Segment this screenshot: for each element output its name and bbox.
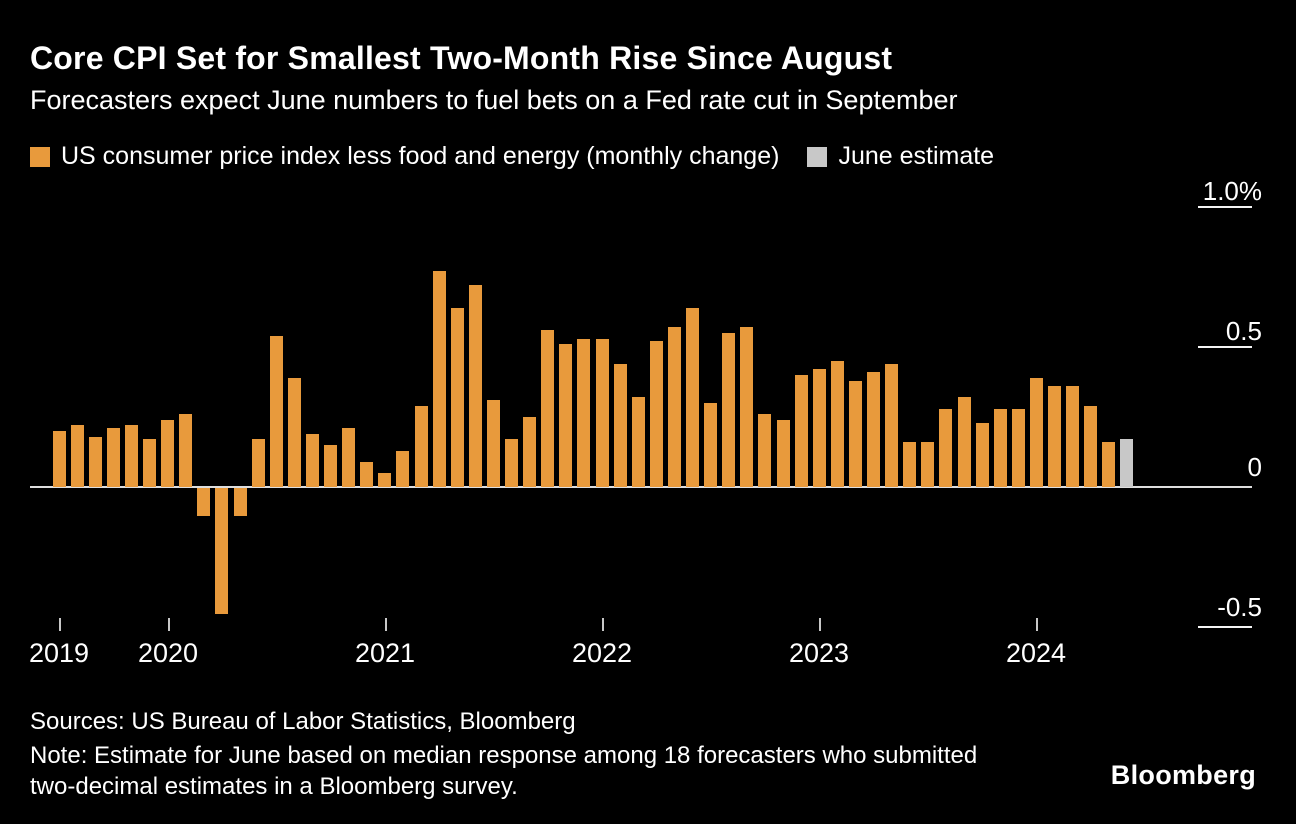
x-axis-tick xyxy=(819,618,821,631)
cpi-bar xyxy=(777,420,790,487)
y-tick-label: 0 xyxy=(1247,452,1262,482)
x-axis-tick xyxy=(59,618,61,631)
cpi-bar xyxy=(143,439,156,487)
x-axis-tick xyxy=(602,618,604,631)
cpi-bar xyxy=(107,428,120,487)
cpi-bar xyxy=(324,445,337,487)
x-axis-year-label: 2020 xyxy=(137,638,199,668)
cpi-bar xyxy=(1084,406,1097,487)
cpi-bar xyxy=(813,369,826,487)
chart-subtitle: Forecasters expect June numbers to fuel … xyxy=(30,85,958,115)
zero-baseline xyxy=(30,486,1252,488)
cpi-bar xyxy=(125,425,138,487)
cpi-bar xyxy=(71,425,84,487)
legend-label-actual: US consumer price index less food and en… xyxy=(61,142,780,170)
cpi-bar xyxy=(505,439,518,487)
cpi-bar xyxy=(433,271,446,487)
x-axis-tick xyxy=(385,618,387,631)
cpi-bar xyxy=(1102,442,1115,487)
cpi-bar xyxy=(252,439,265,487)
cpi-bar xyxy=(867,372,880,487)
cpi-bar xyxy=(396,451,409,487)
cpi-bar xyxy=(668,327,681,487)
cpi-bar xyxy=(903,442,916,487)
x-axis-year-label: 2022 xyxy=(571,638,633,668)
cpi-bar xyxy=(559,344,572,487)
cpi-bar xyxy=(469,285,482,487)
legend-label-estimate: June estimate xyxy=(838,142,995,170)
gridline-stub--0.5 xyxy=(1198,626,1252,628)
cpi-bar xyxy=(197,488,210,516)
cpi-bar xyxy=(632,397,645,487)
cpi-bar xyxy=(523,417,536,487)
legend-swatch-actual-icon xyxy=(30,146,50,167)
gridline-stub-1.0 xyxy=(1198,206,1252,208)
y-tick-label: 1.0% xyxy=(1202,176,1262,206)
cpi-bar xyxy=(1012,409,1025,487)
x-axis-tick xyxy=(1036,618,1038,631)
x-axis-year-label: 2023 xyxy=(788,638,850,668)
cpi-bar xyxy=(939,409,952,487)
cpi-bar xyxy=(487,400,500,487)
cpi-bar xyxy=(342,428,355,487)
cpi-bar xyxy=(360,462,373,487)
cpi-bar xyxy=(541,330,554,487)
cpi-bar xyxy=(614,364,627,487)
cpi-bar xyxy=(740,327,753,487)
cpi-bar xyxy=(758,414,771,487)
cpi-bar xyxy=(215,488,228,614)
cpi-bar xyxy=(415,406,428,487)
cpi-bar xyxy=(161,420,174,487)
cpi-bar xyxy=(89,437,102,487)
x-axis-year-label: 2024 xyxy=(1005,638,1067,668)
cpi-bar xyxy=(179,414,192,487)
x-axis: 2019 2020 2021 2022 2023 2024 xyxy=(29,618,1170,682)
cpi-bar xyxy=(994,409,1007,487)
cpi-bar xyxy=(650,341,663,487)
cpi-bar xyxy=(306,434,319,487)
cpi-bar xyxy=(686,308,699,487)
cpi-bar xyxy=(288,378,301,487)
cpi-bar xyxy=(1048,386,1061,487)
bloomberg-logo: Bloomberg xyxy=(1110,760,1256,790)
cpi-bar xyxy=(53,431,66,487)
cpi-bar xyxy=(234,488,247,516)
cpi-bar xyxy=(849,381,862,487)
chart-title: Core CPI Set for Smallest Two-Month Rise… xyxy=(30,40,893,76)
legend-swatch-estimate-icon xyxy=(807,146,828,167)
x-axis-tick xyxy=(168,618,170,631)
cpi-bar xyxy=(831,361,844,487)
x-axis-year-label: 2021 xyxy=(354,638,416,668)
cpi-bar xyxy=(976,423,989,487)
estimate-bar xyxy=(1120,439,1133,487)
cpi-bar xyxy=(378,473,391,487)
cpi-bar xyxy=(596,339,609,487)
cpi-bar xyxy=(704,403,717,487)
legend-item-estimate: June estimate xyxy=(807,142,994,171)
plot-area xyxy=(50,207,1136,627)
note-text: Note: Estimate for June based on median … xyxy=(30,742,978,800)
cpi-bar xyxy=(958,397,971,487)
cpi-bar xyxy=(1030,378,1043,487)
sources-text: Sources: US Bureau of Labor Statistics, … xyxy=(30,708,576,735)
y-tick-label: 0.5 xyxy=(1225,316,1262,346)
gridline-stub-0.5 xyxy=(1198,346,1252,348)
x-axis-year-label: 2019 xyxy=(28,638,90,668)
cpi-bar xyxy=(451,308,464,487)
cpi-bar xyxy=(577,339,590,487)
legend-item-actual: US consumer price index less food and en… xyxy=(30,142,779,171)
cpi-bar xyxy=(885,364,898,487)
y-tick-label: -0.5 xyxy=(1217,592,1262,622)
cpi-bar xyxy=(722,333,735,487)
cpi-bar xyxy=(1066,386,1079,487)
cpi-bar xyxy=(921,442,934,487)
legend: US consumer price index less food and en… xyxy=(30,142,994,171)
cpi-bar xyxy=(795,375,808,487)
cpi-bar xyxy=(270,336,283,487)
